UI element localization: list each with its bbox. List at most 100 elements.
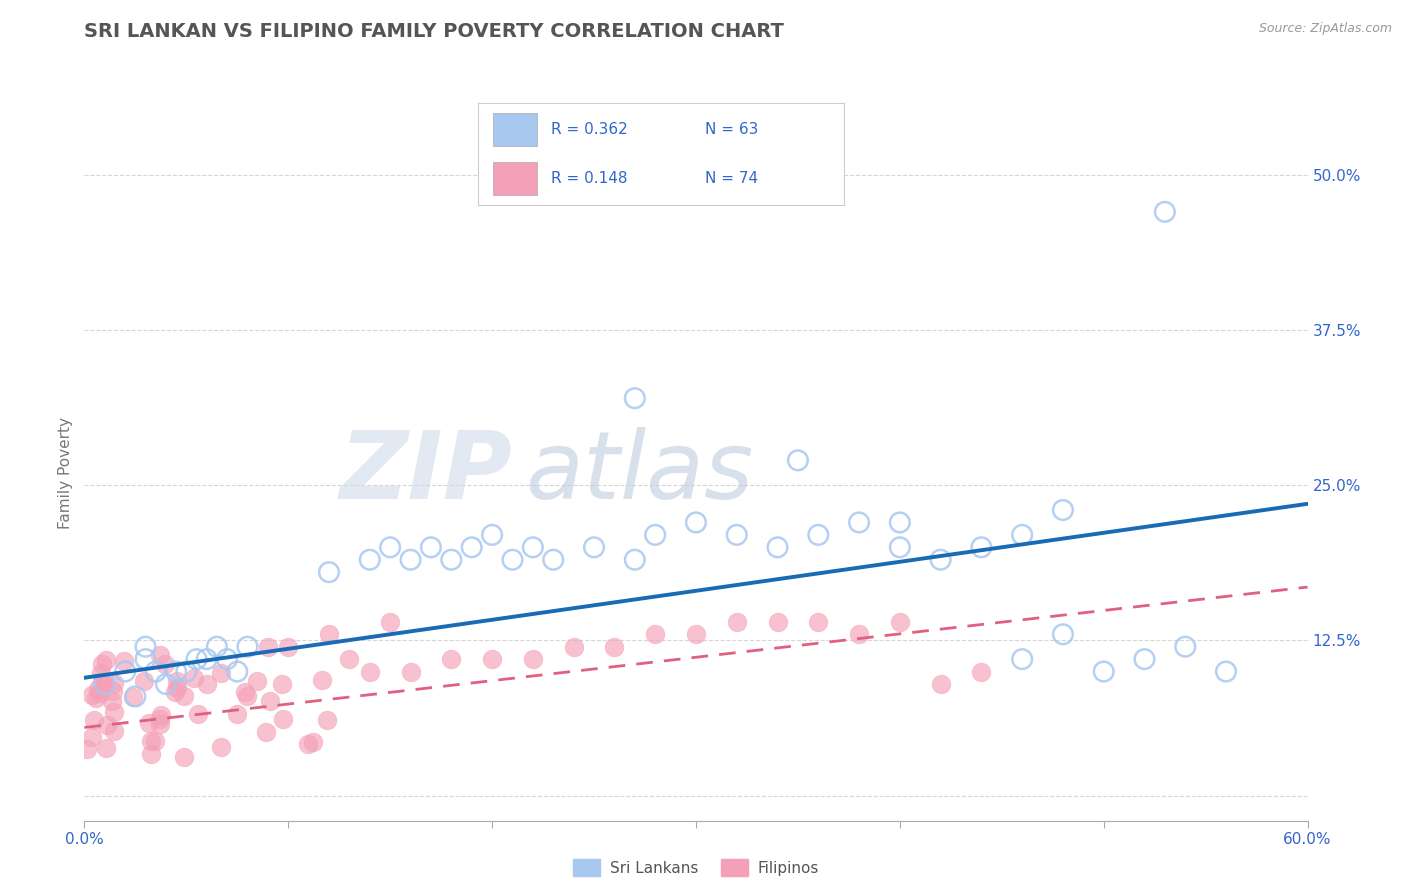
Point [929, 552, 952, 567]
Point [246, 674, 269, 689]
Point [101, 684, 124, 698]
Point [173, 749, 195, 764]
Point [461, 541, 484, 555]
Point [149, 712, 172, 726]
Point [226, 706, 249, 721]
Point [94, 652, 117, 666]
Point [257, 640, 280, 655]
Point [90, 666, 112, 681]
Text: N = 63: N = 63 [704, 121, 758, 136]
Point [501, 552, 523, 567]
Point [139, 747, 162, 761]
Point [1052, 627, 1074, 641]
Point [624, 552, 647, 567]
Point [807, 615, 830, 629]
Point [1153, 205, 1175, 219]
Point [685, 516, 707, 530]
Point [359, 665, 381, 679]
Point [543, 552, 565, 567]
Point [277, 640, 299, 654]
Point [236, 690, 259, 704]
Point [143, 734, 166, 748]
Point [132, 673, 155, 688]
Point [399, 552, 422, 567]
Point [103, 724, 125, 739]
Text: SRI LANKAN VS FILIPINO FAMILY POVERTY CORRELATION CHART: SRI LANKAN VS FILIPINO FAMILY POVERTY CO… [84, 22, 785, 41]
Point [235, 685, 257, 699]
Point [80, 730, 103, 744]
Text: R = 0.148: R = 0.148 [551, 171, 627, 186]
Point [644, 528, 666, 542]
Point [195, 677, 218, 691]
Point [766, 615, 789, 629]
Point [187, 706, 209, 721]
Point [420, 541, 443, 555]
Point [103, 676, 125, 690]
Point [624, 391, 647, 405]
Point [166, 674, 188, 689]
Point [1011, 528, 1033, 542]
Text: ZIP: ZIP [340, 426, 512, 519]
Point [603, 640, 626, 654]
Point [80, 688, 103, 702]
Point [318, 627, 340, 641]
Point [124, 690, 146, 704]
Point [195, 652, 218, 666]
Bar [492, 162, 537, 194]
Y-axis label: Family Poverty: Family Poverty [58, 417, 73, 529]
Point [93, 676, 115, 690]
Point [970, 665, 993, 679]
Point [929, 677, 952, 691]
Point [271, 712, 294, 726]
Point [114, 665, 136, 679]
Text: R = 0.362: R = 0.362 [551, 121, 628, 136]
Point [209, 666, 232, 681]
Point [145, 665, 167, 679]
Text: atlas: atlas [524, 427, 754, 518]
Point [807, 528, 830, 542]
Point [94, 740, 117, 755]
Point [440, 652, 463, 666]
Point [83, 713, 105, 727]
Point [848, 516, 870, 530]
Point [174, 665, 197, 679]
Point [166, 681, 188, 696]
Point [163, 685, 186, 699]
Point [135, 640, 157, 654]
Point [766, 541, 789, 555]
Point [685, 627, 707, 641]
Point [135, 652, 157, 666]
Point [91, 657, 114, 672]
Point [217, 652, 239, 666]
Point [440, 552, 463, 567]
Point [1133, 652, 1156, 666]
Point [149, 717, 172, 731]
Point [155, 677, 177, 691]
Point [121, 690, 143, 704]
Point [311, 673, 333, 687]
Point [522, 652, 544, 666]
Point [380, 541, 402, 555]
Point [101, 694, 124, 708]
Point [301, 734, 323, 748]
Point [582, 541, 605, 555]
Point [970, 541, 993, 555]
Point [112, 654, 135, 668]
Point [89, 686, 111, 700]
Point [90, 675, 112, 690]
Point [270, 677, 292, 691]
Point [165, 665, 187, 679]
Point [725, 615, 748, 629]
Bar [492, 112, 537, 145]
Point [93, 677, 115, 691]
Point [96, 717, 118, 731]
Point [1215, 665, 1237, 679]
Point [889, 615, 911, 629]
Point [138, 715, 160, 730]
Point [848, 627, 870, 641]
Point [1174, 640, 1197, 654]
Point [254, 724, 277, 739]
Legend: Sri Lankans, Filipinos: Sri Lankans, Filipinos [567, 853, 825, 882]
Point [226, 665, 249, 679]
Point [562, 640, 585, 654]
